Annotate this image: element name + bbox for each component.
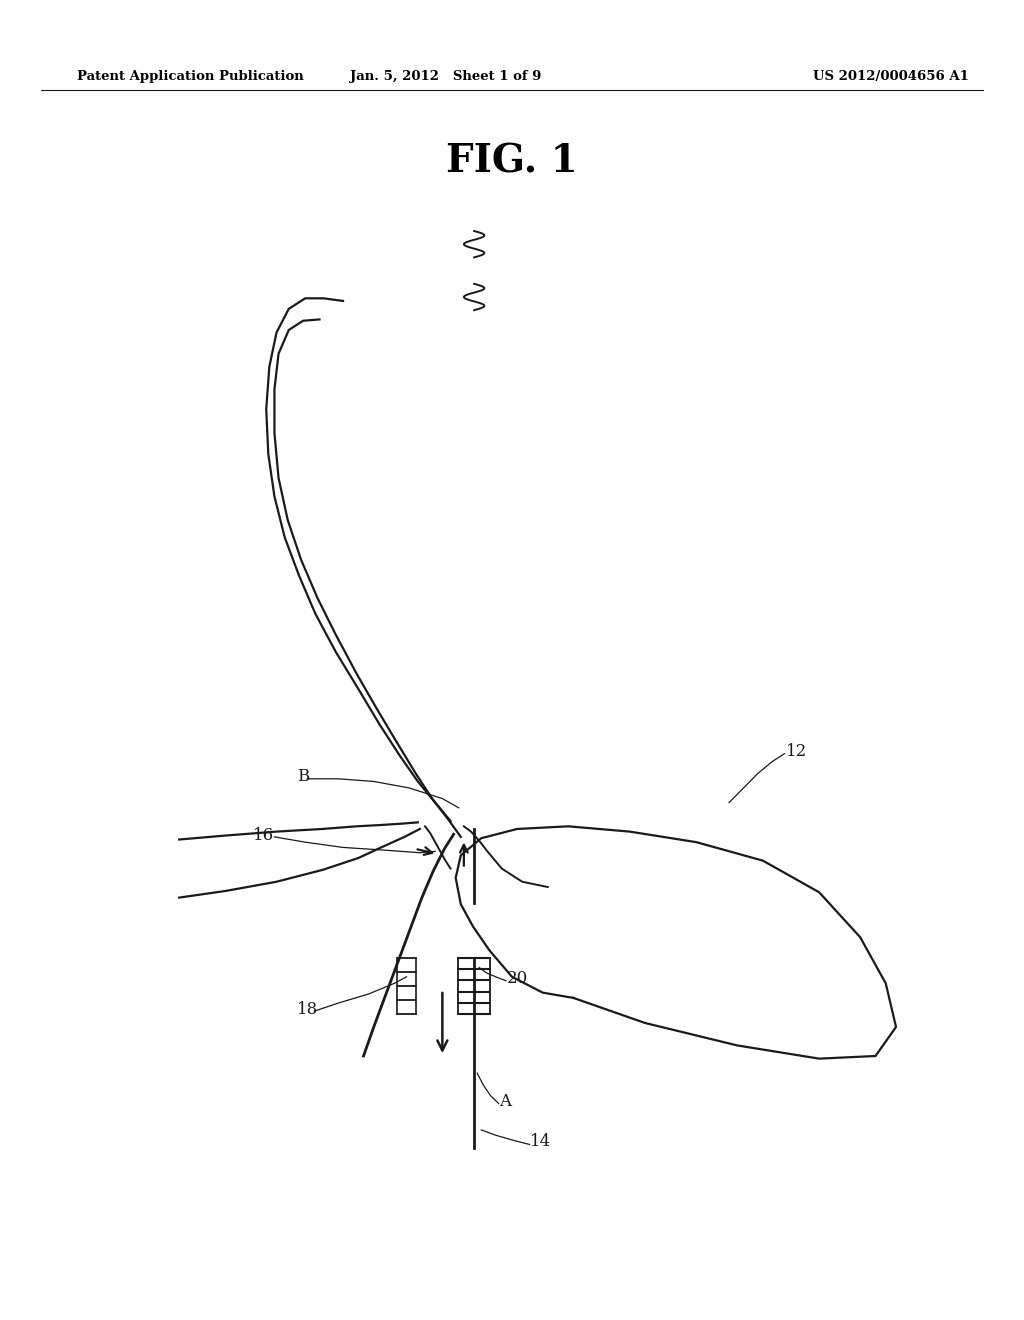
Text: US 2012/0004656 A1: US 2012/0004656 A1: [813, 70, 969, 83]
Text: 16: 16: [253, 826, 274, 843]
Text: 18: 18: [297, 1001, 318, 1018]
Text: 20: 20: [507, 970, 528, 987]
Text: 12: 12: [786, 743, 808, 760]
Text: A: A: [499, 1093, 511, 1110]
Text: 14: 14: [530, 1133, 552, 1150]
Text: B: B: [297, 768, 309, 785]
Text: Jan. 5, 2012   Sheet 1 of 9: Jan. 5, 2012 Sheet 1 of 9: [350, 70, 541, 83]
Text: Patent Application Publication: Patent Application Publication: [77, 70, 303, 83]
Text: FIG. 1: FIG. 1: [446, 143, 578, 181]
